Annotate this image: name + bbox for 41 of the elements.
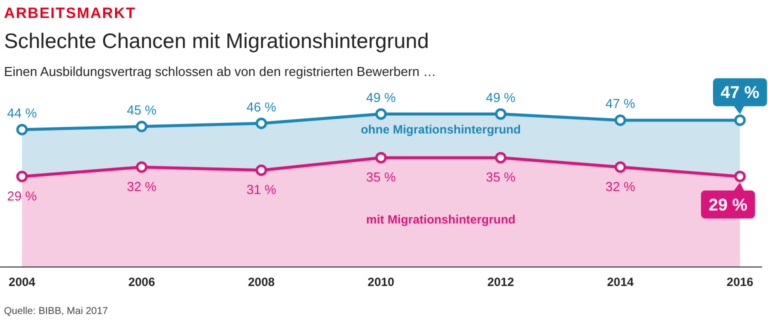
point <box>734 170 746 182</box>
x-tick-label: 2016 <box>726 275 754 289</box>
data-label: 32 % <box>606 179 636 194</box>
x-tick-label: 2012 <box>487 275 514 289</box>
point <box>614 114 626 126</box>
data-label: 44 % <box>7 106 38 121</box>
point <box>614 161 626 173</box>
data-label: 47 % <box>606 96 636 112</box>
point <box>16 124 28 136</box>
point <box>16 170 28 182</box>
x-tick-label: 2014 <box>606 275 634 289</box>
x-tick-label: 2010 <box>368 275 395 289</box>
x-tick-label: 2008 <box>248 275 276 289</box>
series-label: ohne Migrationshintergrund <box>360 122 521 137</box>
point <box>494 152 506 164</box>
series-label: mit Migrationshintergrund <box>366 212 516 226</box>
data-label: 35 % <box>366 170 396 185</box>
data-label: 32 % <box>126 179 157 194</box>
chart-title: Schlechte Chancen mit Migrationshintergrund <box>4 30 429 53</box>
point <box>375 152 387 164</box>
data-label: 49 % <box>366 90 396 105</box>
x-tick-label: 2004 <box>8 275 36 289</box>
text: ARBEITSMARKT <box>4 5 136 22</box>
point <box>136 120 148 132</box>
point <box>375 108 387 120</box>
point <box>494 108 506 120</box>
data-label: 46 % <box>246 99 277 114</box>
data-label: 47 % <box>720 83 760 102</box>
chart-subtitle: Einen Ausbildungsvertrag schlossen ab von den registrierten Bewerbern … <box>4 64 436 79</box>
source-note: Quelle: BIBB, Mai 2017 <box>4 306 108 317</box>
x-tick-label: 2006 <box>128 275 156 289</box>
point <box>136 161 148 173</box>
point <box>256 164 268 176</box>
data-label: 45 % <box>126 102 157 118</box>
point <box>256 118 268 130</box>
data-label: 35 % <box>486 170 516 185</box>
data-label: 49 % <box>486 90 516 105</box>
point <box>734 114 746 126</box>
data-label: 29 % <box>708 195 748 214</box>
data-label: 31 % <box>246 182 277 198</box>
data-label: 29 % <box>7 188 38 204</box>
